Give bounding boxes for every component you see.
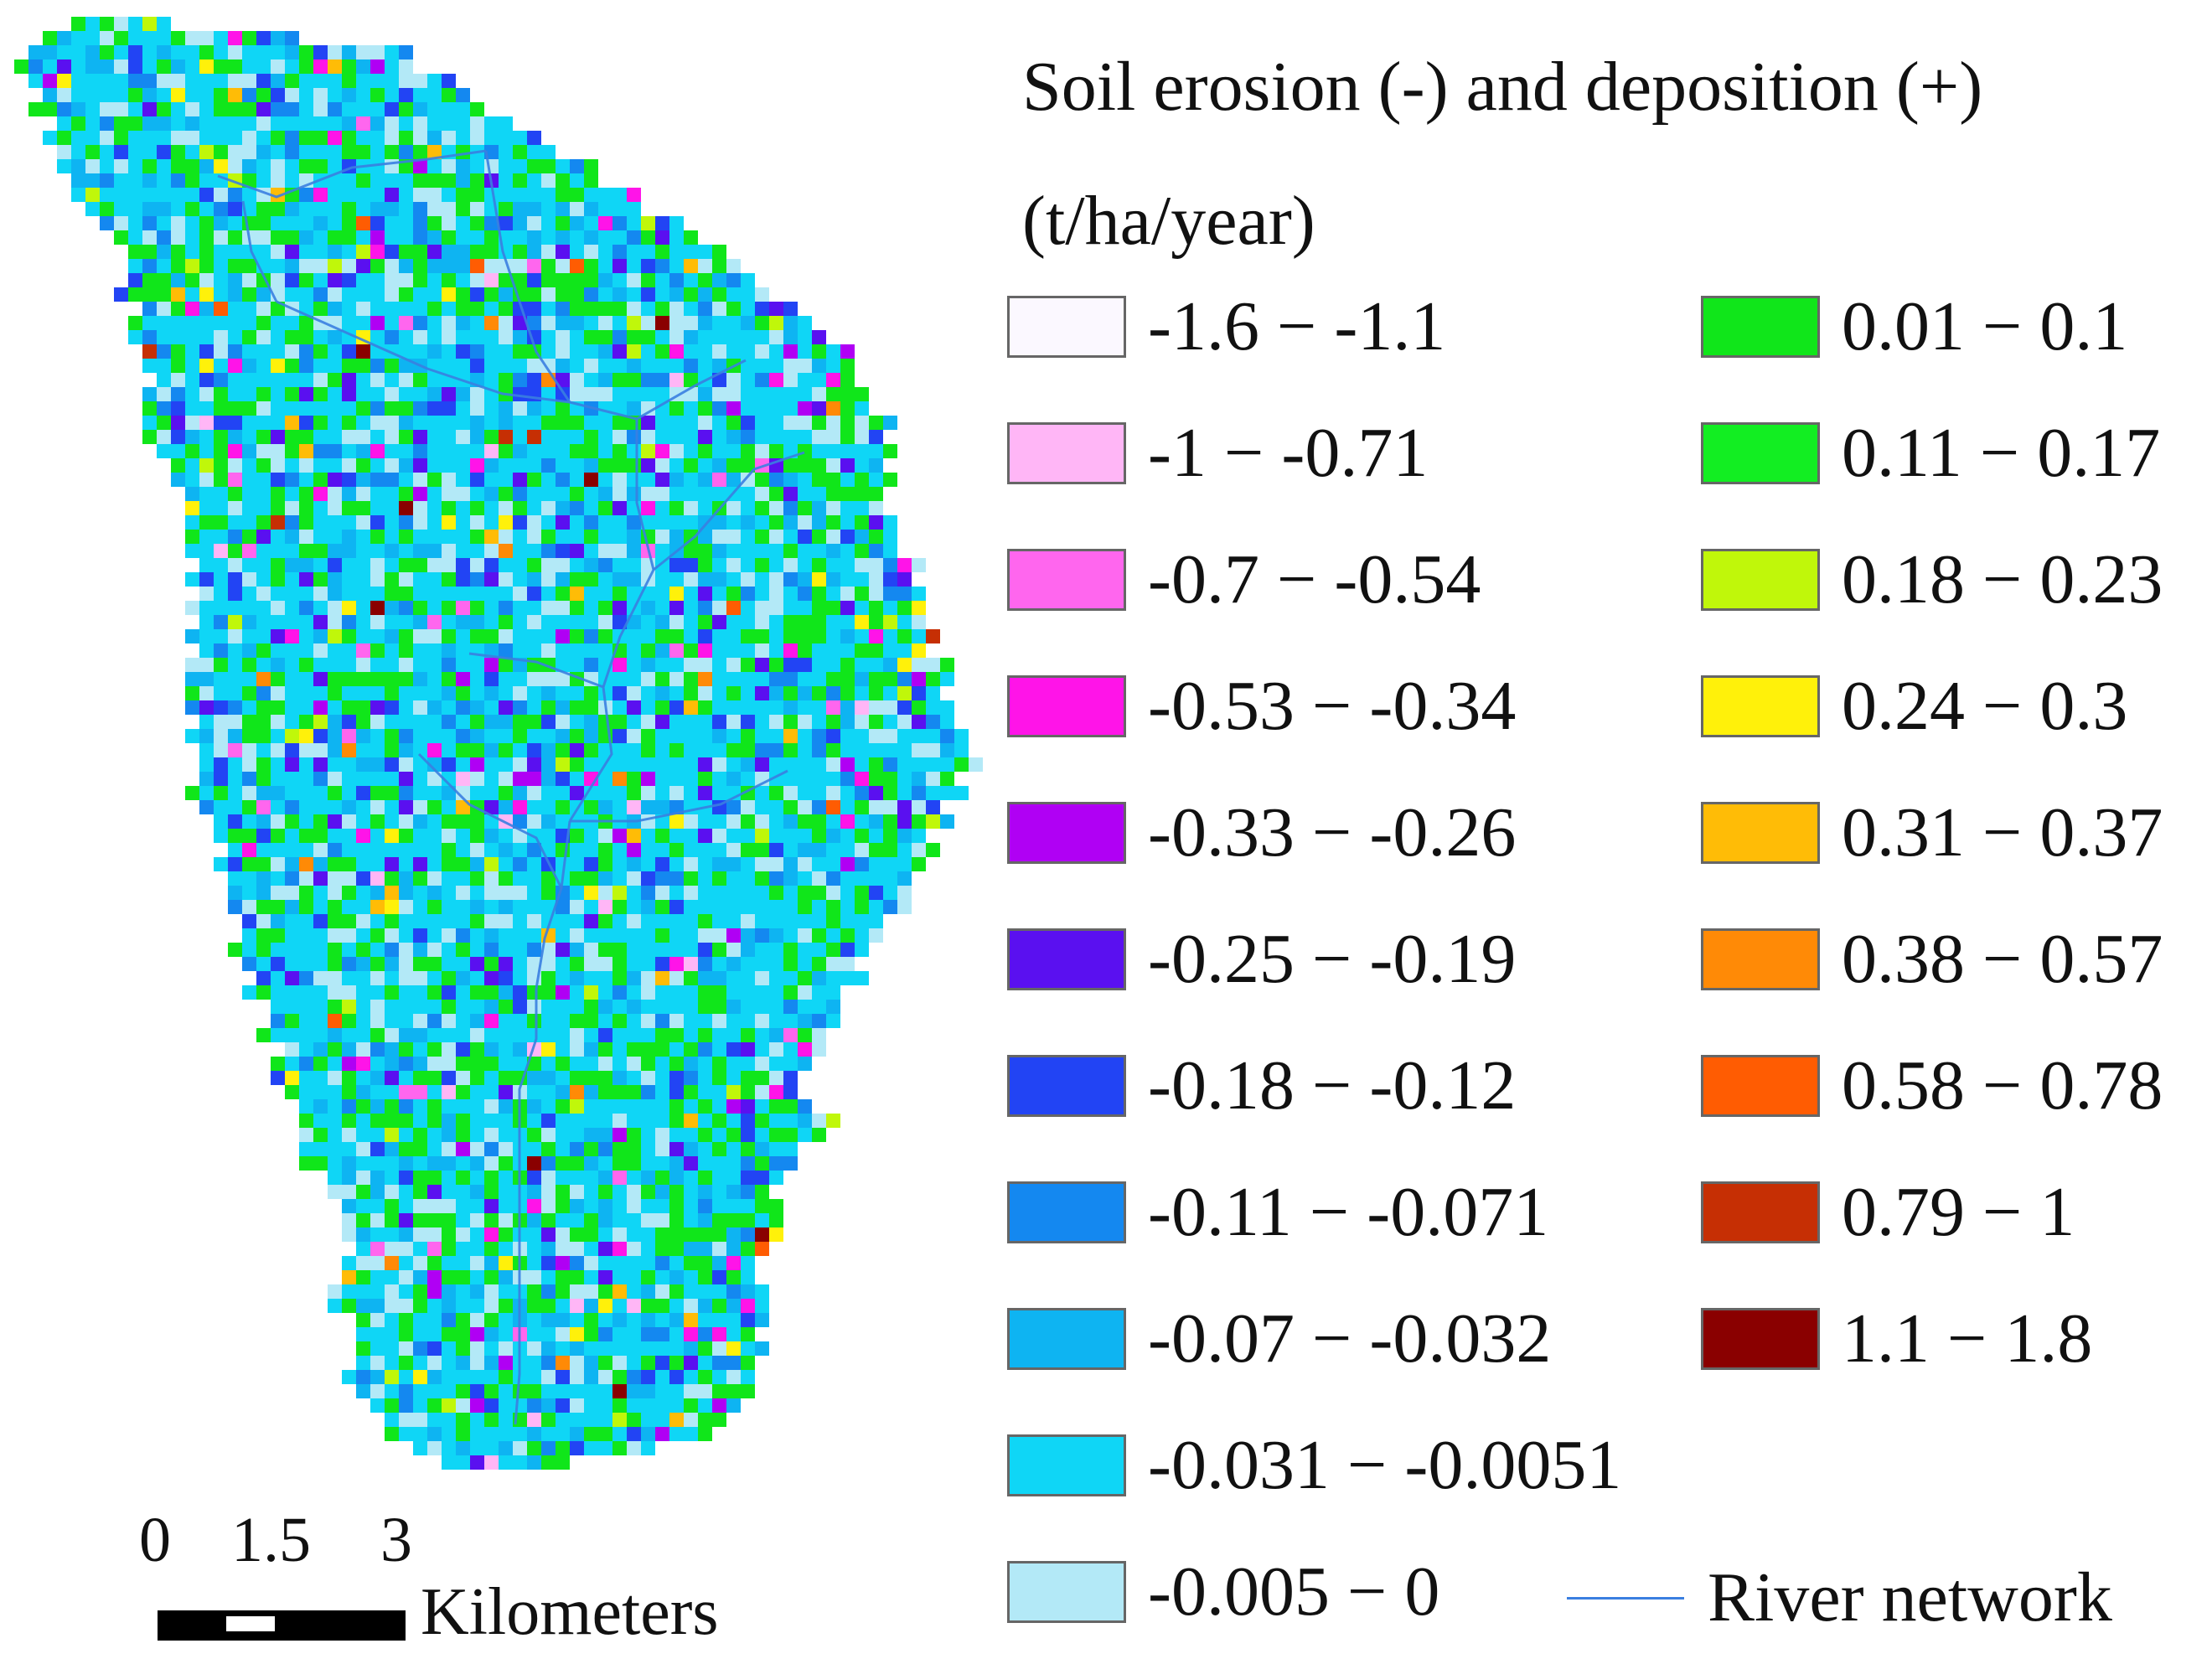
legend-swatch [1007, 1308, 1126, 1370]
legend-label: -0.25 − -0.19 [1148, 920, 1517, 998]
legend-label: -0.11 − -0.071 [1148, 1173, 1549, 1251]
legend-swatch [1007, 1181, 1126, 1243]
legend-swatch [1007, 296, 1126, 358]
legend-swatch [1701, 1181, 1820, 1243]
legend-label: -1.6 − -1.1 [1148, 287, 1446, 365]
legend-label: -1 − -0.71 [1148, 414, 1429, 492]
legend-label: 0.79 − 1 [1842, 1173, 2075, 1251]
legend-item: -0.07 − -0.032 [1007, 1300, 1552, 1377]
river-segment [653, 451, 805, 571]
legend-item: 0.18 − 0.23 [1701, 540, 2163, 618]
legend-label: -0.031 − -0.0051 [1148, 1426, 1622, 1504]
legend-swatch [1007, 1434, 1126, 1496]
legend-label: 0.01 − 0.1 [1842, 287, 2128, 365]
legend-swatch [1701, 1308, 1820, 1370]
legend-swatch [1701, 1055, 1820, 1117]
legend-item: -0.7 − -0.54 [1007, 540, 1481, 618]
legend-item: -0.53 − -0.34 [1007, 667, 1517, 745]
legend-label: -0.33 − -0.26 [1148, 793, 1517, 871]
river-line-symbol [1567, 1596, 1684, 1600]
river-segment [468, 652, 613, 822]
river-segment [484, 150, 747, 421]
scale-tick-label: 3 [380, 1505, 412, 1575]
legend-swatch [1701, 296, 1820, 358]
legend-item: 0.79 − 1 [1701, 1173, 2075, 1251]
legend-item: 0.24 − 0.3 [1701, 667, 2128, 745]
legend-item: 0.01 − 0.1 [1701, 287, 2128, 365]
legend-item: -1 − -0.71 [1007, 414, 1429, 492]
legend-label: 0.11 − 0.17 [1842, 414, 2161, 492]
legend-swatch [1701, 549, 1820, 611]
scale-bar-graphic [158, 1610, 406, 1641]
river-segment [514, 1173, 521, 1425]
legend-title: Soil erosion (-) and deposition (+) [1022, 48, 1983, 126]
legend-label: -0.53 − -0.34 [1148, 667, 1517, 745]
legend-label: -0.005 − 0 [1148, 1553, 1440, 1631]
legend-swatch [1701, 802, 1820, 864]
legend-item: 0.58 − 0.78 [1701, 1047, 2163, 1124]
river-network-legend: River network [1567, 1560, 2112, 1636]
scale-units-label: Kilometers [421, 1575, 719, 1649]
legend-swatch [1701, 422, 1820, 484]
legend-label: -0.7 − -0.54 [1148, 540, 1481, 618]
legend-label: 1.1 − 1.8 [1842, 1300, 2093, 1377]
legend-swatch [1007, 1561, 1126, 1623]
legend-label: 0.18 − 0.23 [1842, 540, 2163, 618]
river-segment [417, 752, 563, 889]
legend-swatch [1007, 675, 1126, 737]
legend-item: -0.005 − 0 [1007, 1553, 1440, 1631]
legend-label: -0.07 − -0.032 [1148, 1300, 1552, 1377]
legend-item: 0.31 − 0.37 [1701, 793, 2163, 871]
legend-swatch [1007, 802, 1126, 864]
river-segment [276, 300, 571, 404]
legend-swatch [1007, 549, 1126, 611]
legend-units: (t/ha/year) [1022, 182, 1315, 260]
legend-label: 0.58 − 0.78 [1842, 1047, 2163, 1124]
soil-erosion-raster-map [14, 17, 983, 1470]
legend-swatch [1701, 928, 1820, 990]
legend-item: -0.11 − -0.071 [1007, 1173, 1549, 1251]
river-segment [217, 149, 487, 199]
legend-item: -1.6 − -1.1 [1007, 287, 1446, 365]
legend-label: 0.24 − 0.3 [1842, 667, 2128, 745]
legend-label: 0.31 − 0.37 [1842, 793, 2163, 871]
scale-tick-label: 1.5 [231, 1505, 311, 1575]
scale-tick-label: 0 [139, 1505, 171, 1575]
legend-item: -0.25 − -0.19 [1007, 920, 1517, 998]
legend-swatch [1007, 422, 1126, 484]
legend-item: 1.1 − 1.8 [1701, 1300, 2093, 1377]
river-segment [535, 820, 571, 990]
legend-label: 0.38 − 0.57 [1842, 920, 2163, 998]
legend-item: -0.33 − -0.26 [1007, 793, 1517, 871]
map-area [0, 0, 989, 1508]
legend-item: -0.18 − -0.12 [1007, 1047, 1517, 1124]
river-segment [570, 769, 788, 823]
river-segment [241, 200, 278, 302]
legend-swatch [1007, 928, 1126, 990]
legend-item: -0.031 − -0.0051 [1007, 1426, 1622, 1504]
legend-item: 0.38 − 0.57 [1701, 920, 2163, 998]
river-network-label: River network [1708, 1558, 2112, 1636]
legend-swatch [1701, 675, 1820, 737]
legend-item: 0.11 − 0.17 [1701, 414, 2161, 492]
legend-label: -0.18 − -0.12 [1148, 1047, 1517, 1124]
scale-bar: 0 1.5 3 Kilometers [126, 1508, 838, 1659]
river-segment [518, 989, 538, 1173]
legend-swatch [1007, 1055, 1126, 1117]
